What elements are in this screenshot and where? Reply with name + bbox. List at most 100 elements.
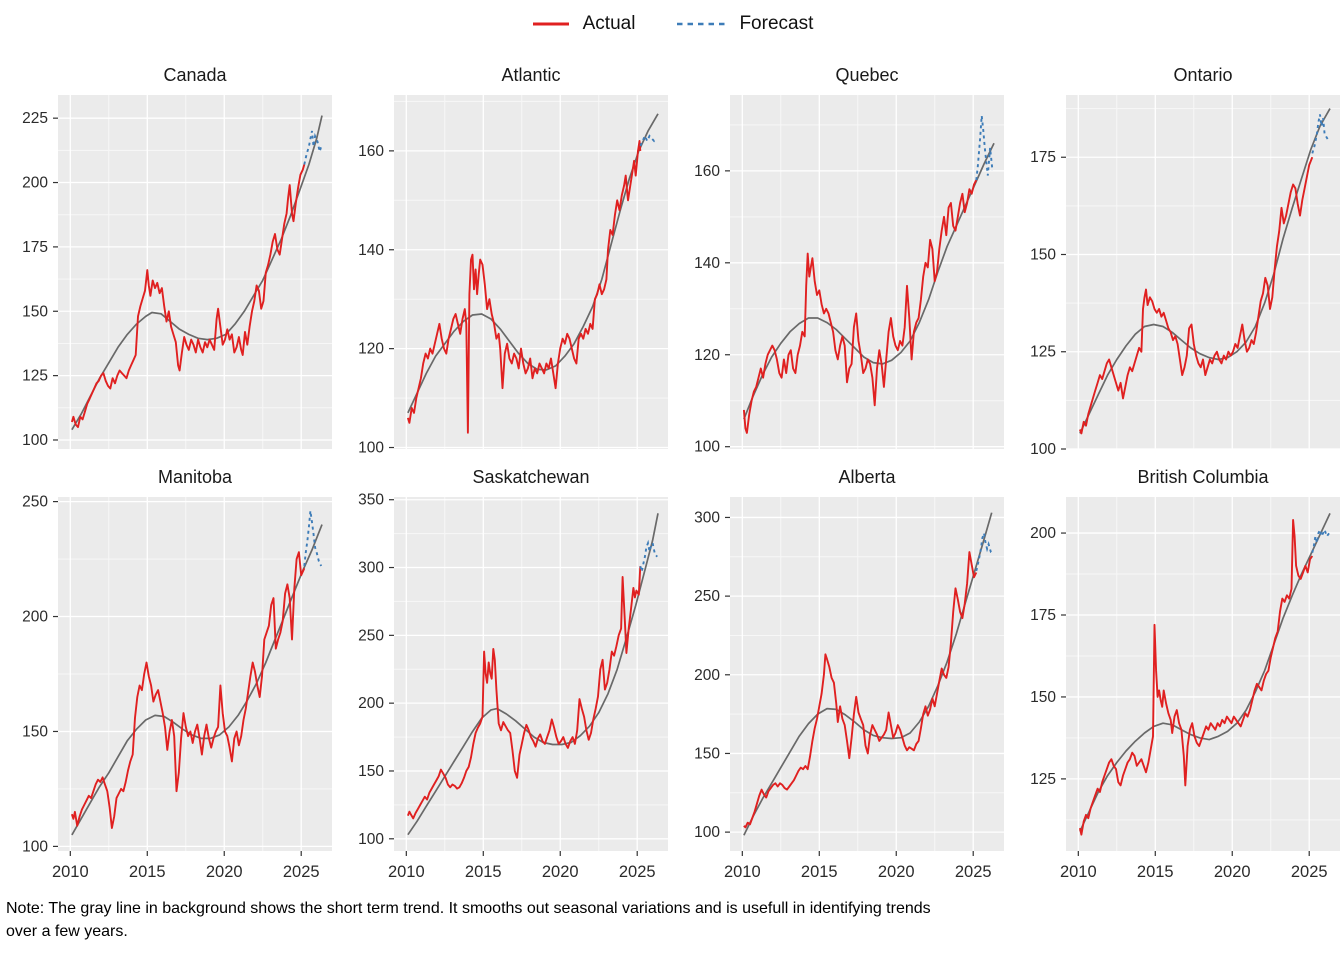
y-tick-label: 160: [358, 143, 384, 160]
x-tick-label: 2015: [1137, 863, 1174, 881]
panel-ontario: Ontario 100 125 150 175: [1008, 38, 1344, 458]
footnote: Note: The gray line in background shows …: [6, 897, 1344, 943]
y-tick-label: 100: [694, 439, 720, 456]
y-tick-label: 120: [694, 347, 720, 364]
y-tick-label: 150: [694, 745, 720, 762]
y-tick-label: 225: [22, 110, 48, 127]
forecast-line: [975, 115, 994, 181]
actual-line: [743, 551, 978, 829]
footnote-line-1: Note: The gray line in background shows …: [6, 900, 931, 917]
panel-plot-atlantic: 100 120 140 160: [358, 95, 668, 457]
panel-title: Quebec: [835, 65, 899, 85]
y-tick-label: 175: [1030, 149, 1056, 166]
x-tick-label: 2010: [52, 863, 89, 881]
legend-label-actual: Actual: [582, 13, 636, 34]
y-tick-label: 200: [22, 175, 48, 192]
forecast-line: [1311, 526, 1330, 553]
x-tick-label: 2010: [1060, 863, 1097, 881]
panel-plot-quebec: 100 120 140 160: [694, 95, 1004, 456]
facet-row-2: Manitoba 100 150 200 250 2010 2015 2020 2025 Sask…: [0, 453, 1344, 887]
y-tick-label: 150: [22, 723, 48, 740]
forecast-line: [303, 130, 323, 165]
actual-line-swatch: [532, 22, 569, 26]
x-tick-label: 2020: [878, 863, 915, 881]
panel-plot-alberta: 100 150 200 250 300 2010 2015 2020 2025: [694, 497, 1004, 881]
panel-plot-canada: 100 125 150 175 200 225: [22, 95, 332, 449]
x-tick-label: 2020: [206, 863, 243, 881]
trend-line: [1079, 513, 1331, 832]
x-tick-label: 2025: [619, 863, 656, 881]
trend-line: [407, 513, 659, 836]
chart-legend: Actual Forecast: [0, 0, 1344, 38]
x-tick-label: 2015: [465, 863, 502, 881]
y-tick-label: 160: [694, 163, 720, 180]
panel-title: Manitoba: [157, 467, 233, 487]
forecast-line: [639, 133, 658, 147]
y-tick-label: 100: [22, 838, 48, 855]
legend-label-forecast: Forecast: [739, 13, 814, 34]
y-tick-label: 120: [358, 341, 384, 358]
actual-line: [1079, 156, 1314, 435]
actual-line: [406, 140, 642, 434]
y-tick-label: 125: [1030, 344, 1056, 361]
x-tick-label: 2020: [1214, 863, 1251, 881]
y-tick-label: 100: [22, 432, 48, 449]
forecast-line: [1311, 114, 1331, 154]
y-tick-label: 200: [358, 695, 384, 712]
y-tick-label: 100: [1030, 441, 1056, 458]
panel-title: Saskatchewan: [472, 467, 590, 487]
actual-line: [70, 164, 306, 429]
y-tick-label: 150: [358, 763, 384, 780]
x-tick-label: 2025: [283, 863, 320, 881]
panel-plot-ontario: 100 125 150 175: [1030, 95, 1340, 458]
panel-title: Atlantic: [501, 65, 561, 85]
y-tick-label: 250: [358, 627, 384, 644]
legend-item-actual: Actual: [531, 13, 636, 35]
trend-line: [71, 524, 323, 836]
y-tick-label: 175: [1030, 607, 1056, 624]
panel-atlantic: Atlantic 100 120 140 160: [336, 38, 672, 457]
y-tick-label: 150: [22, 303, 48, 320]
actual-line: [1078, 518, 1314, 836]
panel-title: British Columbia: [1137, 467, 1269, 487]
x-tick-label: 2015: [801, 863, 838, 881]
panel-title: Ontario: [1173, 65, 1233, 85]
facet-grid: Canada 100 125 150 175 200 225 Atlantic 100 120 14…: [0, 38, 1344, 887]
trend-line: [1079, 108, 1331, 434]
legend-item-forecast: Forecast: [675, 13, 813, 35]
x-tick-label: 2010: [388, 863, 425, 881]
forecast-line-swatch: [677, 22, 726, 26]
x-tick-label: 2020: [542, 863, 579, 881]
panel-plot-british-columbia: 125 150 175 200 2010 2015 2020 2025: [1030, 497, 1340, 881]
y-tick-label: 350: [358, 492, 384, 509]
y-tick-label: 300: [694, 509, 720, 526]
y-tick-label: 300: [358, 560, 384, 577]
y-tick-label: 100: [694, 824, 720, 841]
y-tick-label: 250: [694, 588, 720, 605]
actual-line: [70, 551, 306, 829]
y-tick-label: 175: [22, 239, 48, 256]
x-tick-label: 2025: [1291, 863, 1328, 881]
panel-alberta: Alberta 100 150 200 250 300 2010 2015 2020 2025: [672, 453, 1008, 887]
y-tick-label: 200: [1030, 525, 1056, 542]
panel-quebec: Quebec 100 120 140 160: [672, 38, 1008, 456]
trend-line: [71, 115, 323, 431]
x-tick-label: 2015: [129, 863, 166, 881]
panel-title: Alberta: [838, 467, 896, 487]
panel-plot-manitoba: 100 150 200 250 2010 2015 2020 2025: [22, 494, 332, 881]
panel-canada: Canada 100 125 150 175 200 225: [0, 38, 336, 453]
forecast-line: [639, 539, 658, 572]
panel-title: Canada: [163, 65, 227, 85]
panel-plot-saskatchewan: 100 150 200 250 300 350 2010 2015 2020 2025: [358, 492, 668, 881]
y-tick-label: 125: [22, 368, 48, 385]
y-tick-label: 200: [694, 667, 720, 684]
y-tick-label: 140: [358, 242, 384, 259]
y-tick-label: 150: [1030, 246, 1056, 263]
trend-line: [743, 512, 993, 836]
y-tick-label: 250: [22, 494, 48, 511]
y-tick-label: 100: [358, 440, 384, 457]
panel-british-columbia: British Columbia 125 150 175 200 2010 2015 2020…: [1008, 453, 1344, 887]
x-tick-label: 2010: [724, 863, 761, 881]
y-tick-label: 125: [1030, 771, 1056, 788]
panel-manitoba: Manitoba 100 150 200 250 2010 2015 2020 2025: [0, 453, 336, 887]
